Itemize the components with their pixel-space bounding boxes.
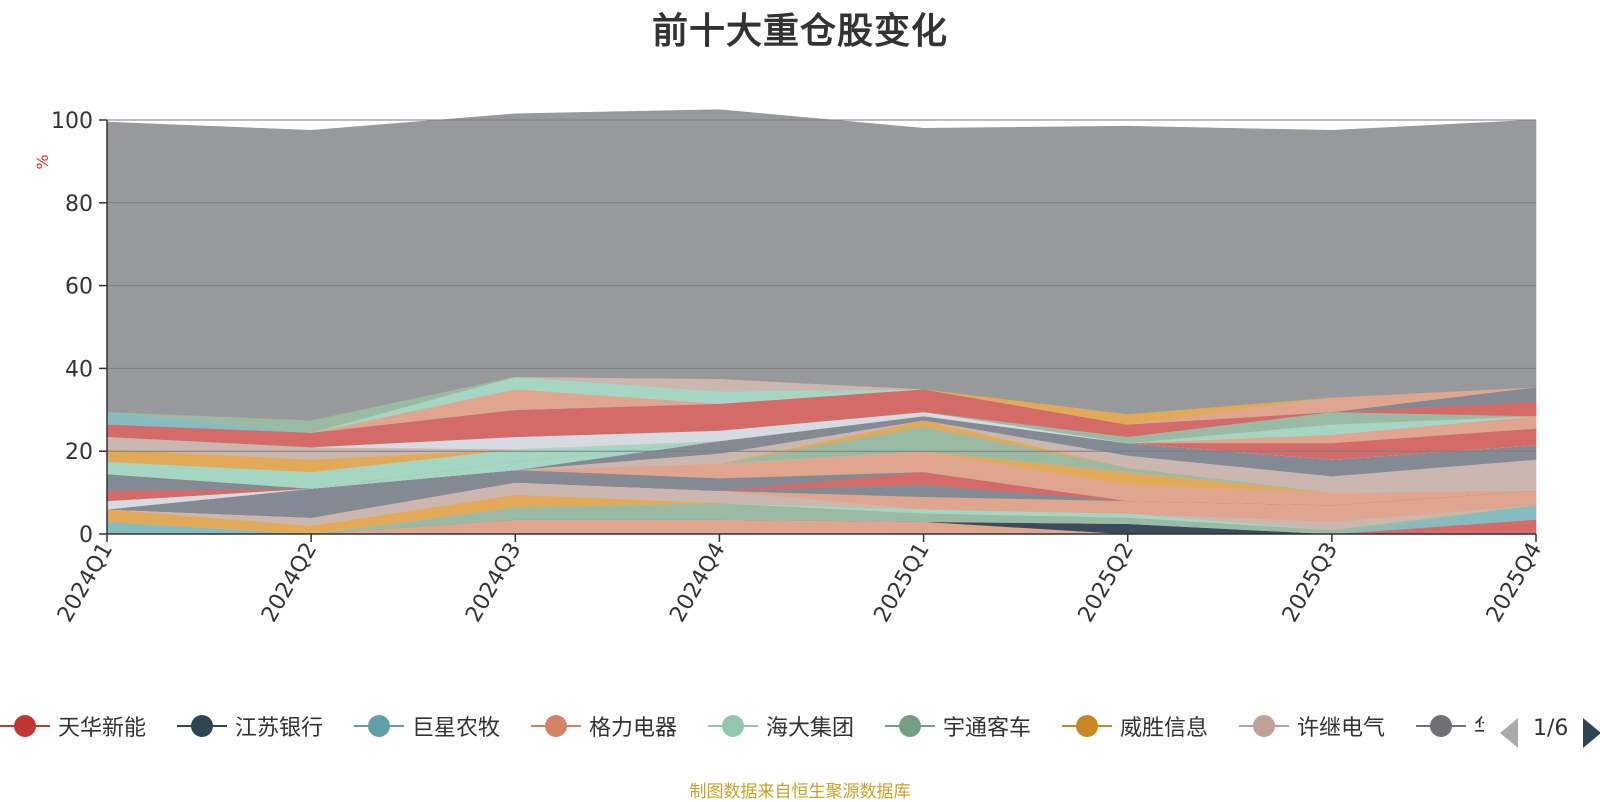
legend-label: 巨星农牧 (412, 716, 501, 741)
x-tick-label-2024Q4: 2024Q4 (665, 539, 730, 627)
chart-title: 前十大重仓股变化 (651, 11, 948, 52)
legend-item-9[interactable]: 华 (1416, 708, 1484, 744)
x-tick-label-2025Q4: 2025Q4 (1482, 539, 1547, 627)
legend-label: 许继电气 (1297, 716, 1386, 741)
legend-marker-icon (1239, 708, 1289, 744)
legend-label: 海大集团 (766, 716, 855, 741)
y-axis-label: % (33, 154, 52, 169)
y-tick-label-40: 40 (65, 357, 93, 382)
source-note: 制图数据来自恒生聚源数据库 (689, 782, 911, 802)
legend-marker-icon (1416, 708, 1466, 744)
x-tick-label-2024Q1: 2024Q1 (53, 539, 118, 627)
legend-label: 天华新能 (58, 716, 147, 741)
legend-marker-icon (708, 708, 758, 744)
y-tick-label-100: 100 (51, 109, 93, 134)
legend-item-7[interactable]: 威胜信息 (1062, 708, 1208, 744)
legend-page-indicator: 1/6 (1533, 716, 1569, 741)
y-tick-label-0: 0 (79, 523, 93, 548)
legend-item-5[interactable]: 海大集团 (708, 708, 854, 744)
y-tick-label-80: 80 (65, 192, 93, 217)
area-layers (106, 109, 1537, 535)
y-tick-label-60: 60 (65, 275, 93, 300)
x-tick-label-2025Q2: 2025Q2 (1074, 539, 1139, 627)
legend-label: 威胜信息 (1120, 716, 1209, 741)
legend: 天华新能 江苏银行 巨星农牧 格力电器 海大集团 宇通客车 威胜信息 许继电气 华 (0, 700, 1484, 750)
x-tick-label-2024Q3: 2024Q3 (461, 539, 526, 627)
legend-item-8[interactable]: 许继电气 (1239, 708, 1385, 744)
legend-marker-icon (1062, 708, 1112, 744)
legend-item-1[interactable]: 天华新能 (0, 708, 146, 744)
legend-marker-icon (177, 708, 227, 744)
legend-item-6[interactable]: 宇通客车 (885, 708, 1031, 744)
legend-marker-icon (0, 708, 50, 744)
y-tick-label-20: 20 (65, 440, 93, 465)
legend-label: 江苏银行 (235, 716, 324, 741)
legend-prev-page-button[interactable] (1500, 718, 1518, 748)
legend-next-page-button[interactable] (1583, 718, 1600, 748)
legend-item-2[interactable]: 江苏银行 (177, 708, 323, 744)
x-tick-label-2025Q3: 2025Q3 (1278, 539, 1343, 627)
legend-item-3[interactable]: 巨星农牧 (354, 708, 500, 744)
gridlines (107, 119, 1536, 452)
x-tick-label-2024Q2: 2024Q2 (257, 539, 322, 627)
legend-label: 格力电器 (589, 716, 678, 741)
stacked-area-chart: 0 20 40 60 80 100 2024Q1 2024Q2 2024Q3 2024Q4 2025… (33, 109, 1547, 627)
x-tick-label-2025Q1: 2025Q1 (869, 539, 934, 627)
legend-label: 宇通客车 (943, 716, 1032, 741)
legend-item-4[interactable]: 格力电器 (531, 708, 677, 744)
legend-marker-icon (885, 708, 935, 744)
legend-marker-icon (531, 708, 581, 744)
legend-marker-icon (354, 708, 404, 744)
area-series-42 (106, 109, 1537, 421)
legend-label: 华 (1474, 710, 1484, 742)
